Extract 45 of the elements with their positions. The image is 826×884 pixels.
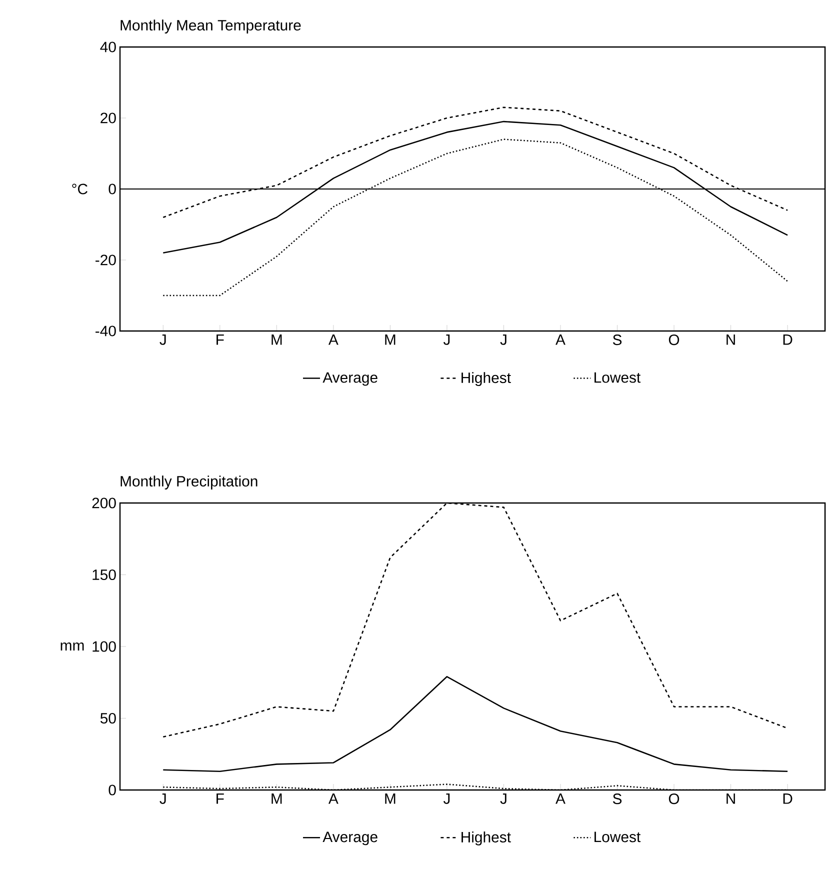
y-tick-label: 20 bbox=[100, 112, 116, 124]
x-tick-label: S bbox=[612, 794, 622, 804]
x-tick-label: M bbox=[272, 334, 282, 345]
x-tick-label: J bbox=[500, 794, 506, 804]
x-tick-label: A bbox=[328, 794, 338, 804]
y-tick-label: 40 bbox=[100, 42, 116, 52]
y-tick-label: 100 bbox=[92, 641, 116, 652]
legend-label: Lowest bbox=[594, 372, 641, 383]
x-tick-label: J bbox=[500, 334, 506, 345]
legend-label: Average bbox=[322, 372, 378, 386]
y-tick-label: 50 bbox=[100, 712, 116, 724]
y-axis-title: °C bbox=[72, 184, 88, 194]
y-tick-label: 0 bbox=[108, 784, 116, 796]
y-tick-label: 150 bbox=[92, 569, 116, 580]
y-tick-label: 0 bbox=[108, 184, 116, 194]
x-tick-label: A bbox=[328, 334, 338, 345]
x-tick-label: O bbox=[668, 794, 680, 804]
x-tick-label: A bbox=[556, 794, 566, 804]
x-tick-label: F bbox=[216, 794, 224, 804]
x-tick-label: M bbox=[272, 794, 282, 804]
chart-title: Monthly Mean Temperature bbox=[120, 20, 301, 34]
x-tick-label: D bbox=[783, 794, 792, 804]
line-series bbox=[162, 676, 788, 772]
legend-label: Average bbox=[322, 832, 378, 846]
y-axis-title: mm bbox=[60, 642, 84, 651]
x-tick-label: F bbox=[216, 334, 224, 345]
x-tick-label: J bbox=[443, 794, 450, 804]
x-tick-label: M bbox=[385, 794, 396, 804]
x-tick-label: O bbox=[668, 334, 680, 346]
x-tick-label: M bbox=[385, 334, 396, 345]
x-tick-label: J bbox=[160, 334, 166, 345]
x-tick-label: J bbox=[443, 334, 450, 345]
x-tick-label: A bbox=[556, 334, 566, 345]
x-tick-label: J bbox=[160, 794, 166, 804]
x-tick-label: N bbox=[726, 334, 735, 345]
x-tick-label: N bbox=[726, 794, 735, 804]
y-tick-label: -40 bbox=[96, 326, 116, 336]
legend-label: Highest bbox=[462, 831, 511, 846]
y-tick-label: -20 bbox=[96, 254, 116, 266]
y-tick-label: 200 bbox=[92, 498, 116, 508]
x-tick-label: S bbox=[612, 334, 622, 346]
legend-label: Lowest bbox=[594, 832, 641, 842]
legend-label: Highest bbox=[462, 372, 511, 386]
chart-title: Monthly Precipitation bbox=[120, 476, 258, 490]
x-tick-label: D bbox=[783, 334, 792, 345]
